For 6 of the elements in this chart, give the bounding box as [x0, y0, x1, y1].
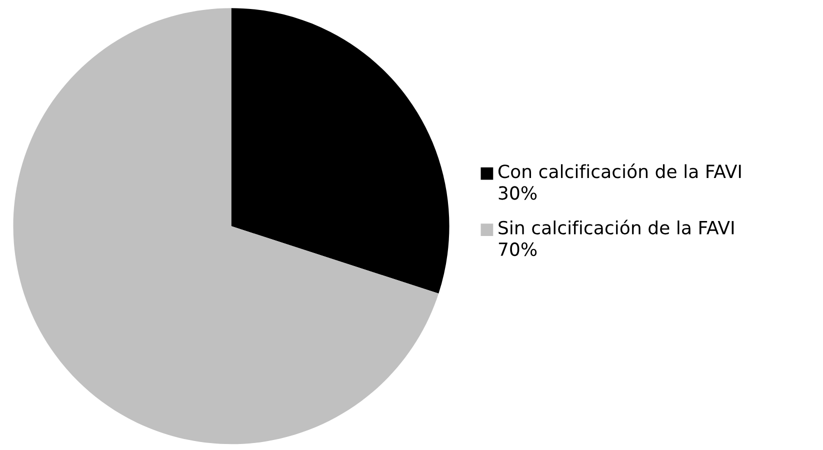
pie-slice: [231, 8, 450, 294]
pie-slice: [13, 8, 439, 444]
legend-label: Con calcificación de la FAVI: [498, 164, 741, 178]
legend-label: Sin calcificación de la FAVI: [498, 220, 734, 234]
data-label: 70%: [498, 242, 537, 256]
data-label: 30%: [498, 186, 537, 200]
